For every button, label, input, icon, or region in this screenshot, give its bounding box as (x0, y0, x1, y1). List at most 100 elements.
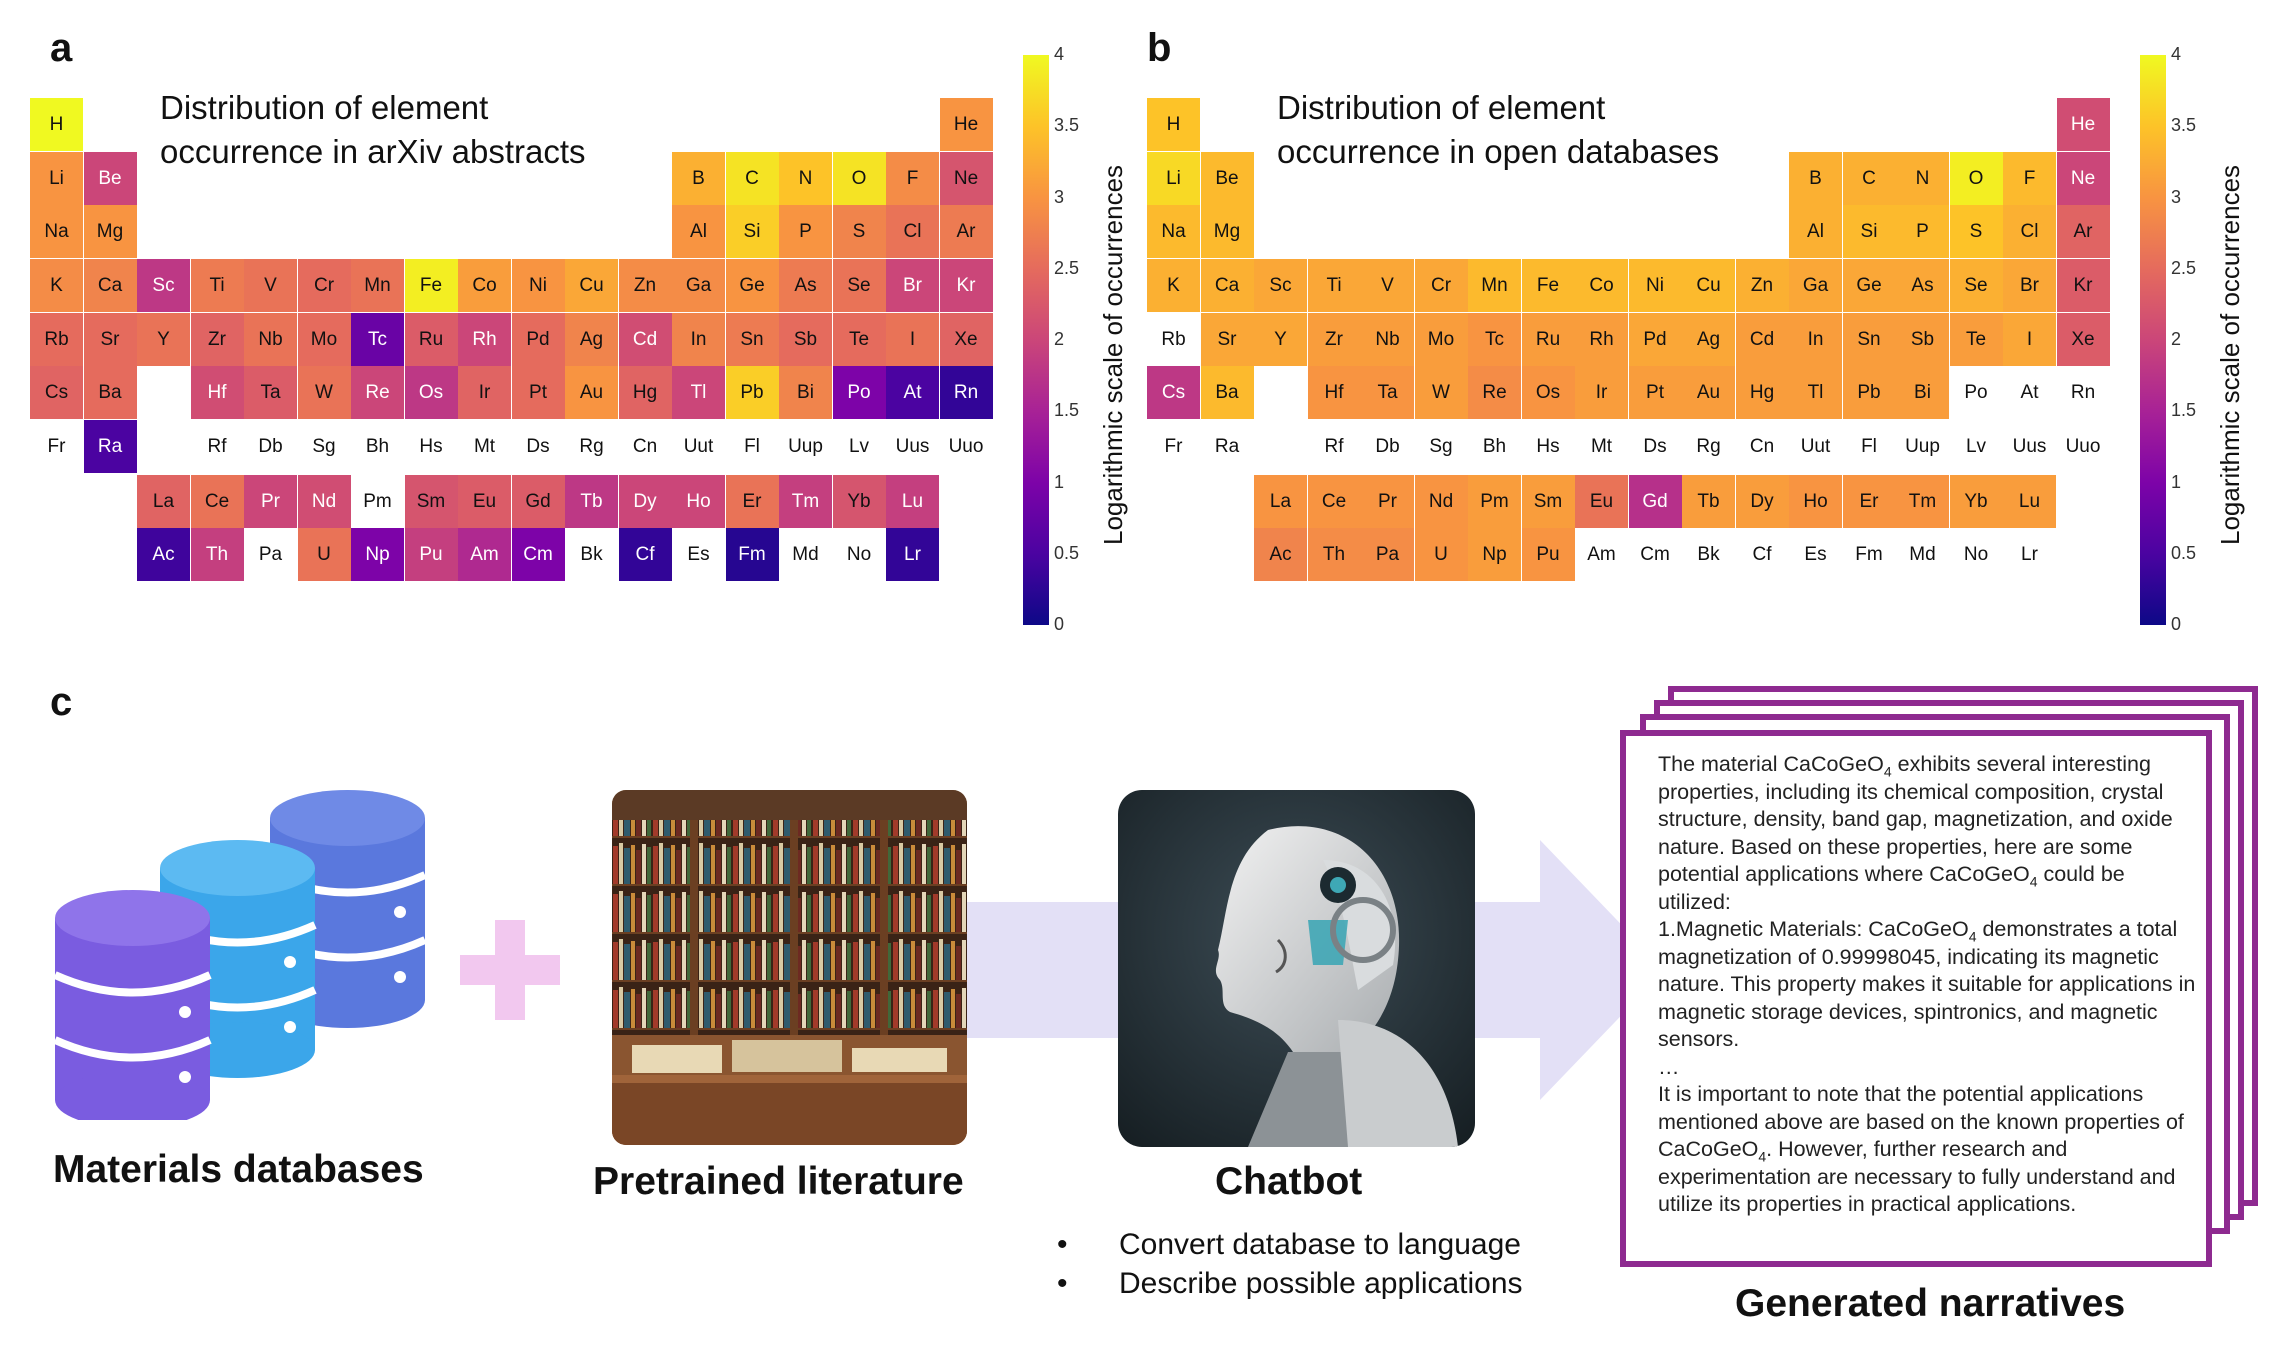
element-cell-o: O (832, 152, 886, 205)
element-cell-ir: Ir (458, 366, 511, 419)
element-cell-he: He (939, 98, 993, 151)
colorbar-label-arxiv: Logarithmic scale of occurrences (1098, 164, 1128, 545)
element-cell-in: In (672, 313, 725, 366)
element-cell-cn: Cn (632, 435, 658, 457)
element-cell-er: Er (1842, 475, 1896, 528)
element-cell-ca: Ca (83, 259, 137, 312)
element-cell-nd: Nd (1414, 475, 1468, 528)
colorbar-databases (2140, 55, 2166, 625)
element-cell-ag: Ag (1682, 313, 1735, 366)
element-cell-pr: Pr (1361, 475, 1414, 528)
colorbar-tick-label: 1.5 (1054, 400, 1080, 421)
element-cell-si: Si (725, 205, 779, 258)
element-cell-cf: Cf (618, 528, 672, 581)
element-cell-rg: Rg (1696, 435, 1721, 457)
element-cell-tm: Tm (1896, 475, 1949, 528)
element-cell-db: Db (1375, 435, 1400, 457)
element-cell-si: Si (1842, 205, 1896, 258)
element-cell-au: Au (1682, 366, 1735, 419)
element-cell-in: In (1789, 313, 1842, 366)
element-cell-v: V (244, 259, 297, 312)
element-cell-lu: Lu (2003, 475, 2056, 528)
element-cell-pa: Pa (258, 543, 283, 565)
element-cell-fm: Fm (1855, 543, 1883, 565)
element-cell-n: N (779, 152, 832, 205)
element-cell-uus: Uus (2012, 435, 2047, 457)
element-cell-bh: Bh (365, 435, 390, 457)
element-cell-sg: Sg (312, 435, 336, 457)
element-cell-rh: Rh (1575, 313, 1628, 366)
colorbar-tick-label: 0.5 (1054, 542, 1080, 563)
element-cell-fe: Fe (404, 259, 458, 312)
element-cell-ga: Ga (1789, 259, 1842, 312)
element-cell-cu: Cu (565, 259, 618, 312)
element-cell-er: Er (725, 475, 779, 528)
chatbot-bullet-item: Describe possible applications (1057, 1264, 1523, 1303)
element-cell-am: Am (1587, 543, 1616, 565)
element-cell-gd: Gd (1628, 475, 1682, 528)
plus-icon (460, 920, 560, 1020)
element-cell-zn: Zn (618, 259, 672, 312)
element-cell-cs: Cs (30, 366, 83, 419)
element-cell-co: Co (458, 259, 511, 312)
element-cell-ho: Ho (672, 475, 725, 528)
narrative-paragraph: It is important to note that the potenti… (1658, 1082, 2184, 1216)
element-cell-tb: Tb (565, 475, 618, 528)
element-cell-pu: Pu (404, 528, 458, 581)
panel-label-b: b (1147, 26, 1172, 70)
element-cell-se: Se (1949, 259, 2003, 312)
element-cell-yb: Yb (1949, 475, 2003, 528)
colorbar-tick-label: 2 (2171, 329, 2182, 349)
colorbar-tick-label: 0.5 (2171, 542, 2197, 563)
element-cell-pd: Pd (511, 313, 565, 366)
element-cell-hf: Hf (190, 366, 244, 419)
element-cell-be: Be (83, 152, 137, 205)
element-cell-sc: Sc (1254, 259, 1307, 312)
element-cell-bk: Bk (1697, 543, 1720, 565)
element-cell-c: C (725, 152, 779, 205)
element-cell-s: S (832, 205, 886, 258)
element-cell-lr: Lr (2021, 543, 2038, 565)
element-cell-cd: Cd (1735, 313, 1789, 366)
element-cell-pb: Pb (725, 366, 779, 419)
element-cell-mn: Mn (351, 259, 404, 312)
element-cell-ti: Ti (1307, 259, 1361, 312)
element-cell-pm: Pm (363, 490, 392, 512)
element-cell-cl: Cl (886, 205, 939, 258)
database-icon (53, 790, 427, 1120)
chatbot-bullet-item: Convert database to language (1057, 1225, 1523, 1264)
element-cell-nb: Nb (1361, 313, 1414, 366)
element-cell-bh: Bh (1482, 435, 1507, 457)
element-cell-br: Br (886, 259, 939, 312)
colorbar-tick-label: 3.5 (2171, 115, 2197, 136)
element-cell-pu: Pu (1521, 528, 1575, 581)
chatbot-robot-image (1118, 790, 1475, 1147)
colorbar-tick-label: 1 (2171, 471, 2182, 492)
element-cell-fm: Fm (725, 528, 779, 581)
element-cell-rn: Rn (2070, 381, 2096, 403)
materials-databases-caption: Materials databases (53, 1148, 424, 1191)
element-cell-bk: Bk (580, 543, 603, 565)
element-cell-sg: Sg (1429, 435, 1453, 457)
element-cell-md: Md (1909, 543, 1936, 565)
element-cell-tc: Tc (351, 313, 404, 366)
generated-narrative-text: The material CaCoGeO4 exhibits several i… (1658, 751, 2198, 1219)
element-cell-cl: Cl (2003, 205, 2056, 258)
element-cell-sm: Sm (1521, 475, 1575, 528)
element-cell-fl: Fl (1861, 435, 1877, 457)
element-cell-tl: Tl (672, 366, 725, 419)
element-cell-c: C (1842, 152, 1896, 205)
element-cell-lu: Lu (886, 475, 939, 528)
element-cell-at: At (886, 366, 939, 419)
element-cell-cu: Cu (1682, 259, 1735, 312)
element-cell-cs: Cs (1147, 366, 1200, 419)
element-cell-as: As (779, 259, 832, 312)
element-cell-uuo: Uuo (2065, 435, 2101, 457)
element-cell-tl: Tl (1789, 366, 1842, 419)
element-cell-al: Al (672, 205, 725, 258)
element-cell-uut: Uut (683, 435, 714, 457)
panel-label-c: c (50, 680, 73, 724)
element-cell-sm: Sm (404, 475, 458, 528)
element-cell-li: Li (30, 152, 83, 205)
element-cell-pr: Pr (244, 475, 297, 528)
